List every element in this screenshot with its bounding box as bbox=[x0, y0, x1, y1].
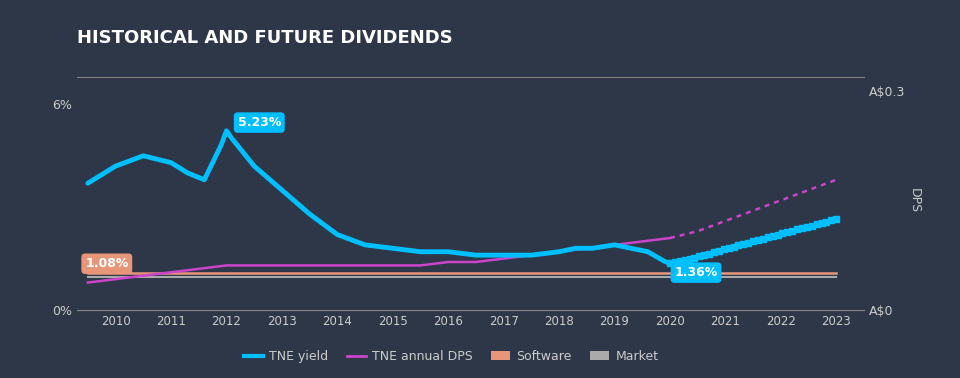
Text: 1.08%: 1.08% bbox=[85, 257, 129, 270]
Legend: TNE yield, TNE annual DPS, Software, Market: TNE yield, TNE annual DPS, Software, Mar… bbox=[239, 345, 663, 368]
Point bbox=[789, 226, 804, 232]
Point bbox=[735, 241, 751, 247]
Point bbox=[740, 240, 756, 246]
Point bbox=[731, 242, 746, 248]
Point bbox=[784, 228, 800, 234]
Point bbox=[765, 233, 780, 239]
Point bbox=[686, 255, 702, 261]
Text: 5.23%: 5.23% bbox=[237, 116, 281, 129]
Point bbox=[691, 253, 707, 259]
Point bbox=[711, 248, 727, 254]
Point bbox=[800, 224, 815, 230]
Point bbox=[707, 249, 722, 255]
Point bbox=[824, 217, 839, 223]
Text: 1.36%: 1.36% bbox=[675, 266, 718, 279]
Point bbox=[756, 236, 771, 242]
Point bbox=[726, 244, 741, 250]
Point bbox=[716, 246, 732, 253]
Point bbox=[746, 239, 761, 245]
Point bbox=[819, 219, 834, 225]
Point bbox=[780, 229, 795, 235]
Point bbox=[682, 256, 697, 262]
Point bbox=[751, 237, 766, 243]
Point bbox=[809, 221, 825, 227]
Point bbox=[662, 260, 678, 266]
Point bbox=[804, 223, 820, 229]
Point bbox=[775, 231, 790, 237]
Point bbox=[828, 216, 844, 222]
Text: DPS: DPS bbox=[907, 188, 921, 213]
Point bbox=[702, 251, 717, 257]
Point bbox=[667, 259, 683, 265]
Point bbox=[721, 245, 736, 251]
Point bbox=[814, 220, 829, 226]
Text: HISTORICAL AND FUTURE DIVIDENDS: HISTORICAL AND FUTURE DIVIDENDS bbox=[77, 29, 452, 47]
Point bbox=[770, 232, 785, 238]
Point bbox=[697, 252, 712, 258]
Point bbox=[760, 234, 776, 240]
Point bbox=[677, 257, 692, 263]
Point bbox=[794, 225, 809, 231]
Point bbox=[672, 258, 687, 264]
